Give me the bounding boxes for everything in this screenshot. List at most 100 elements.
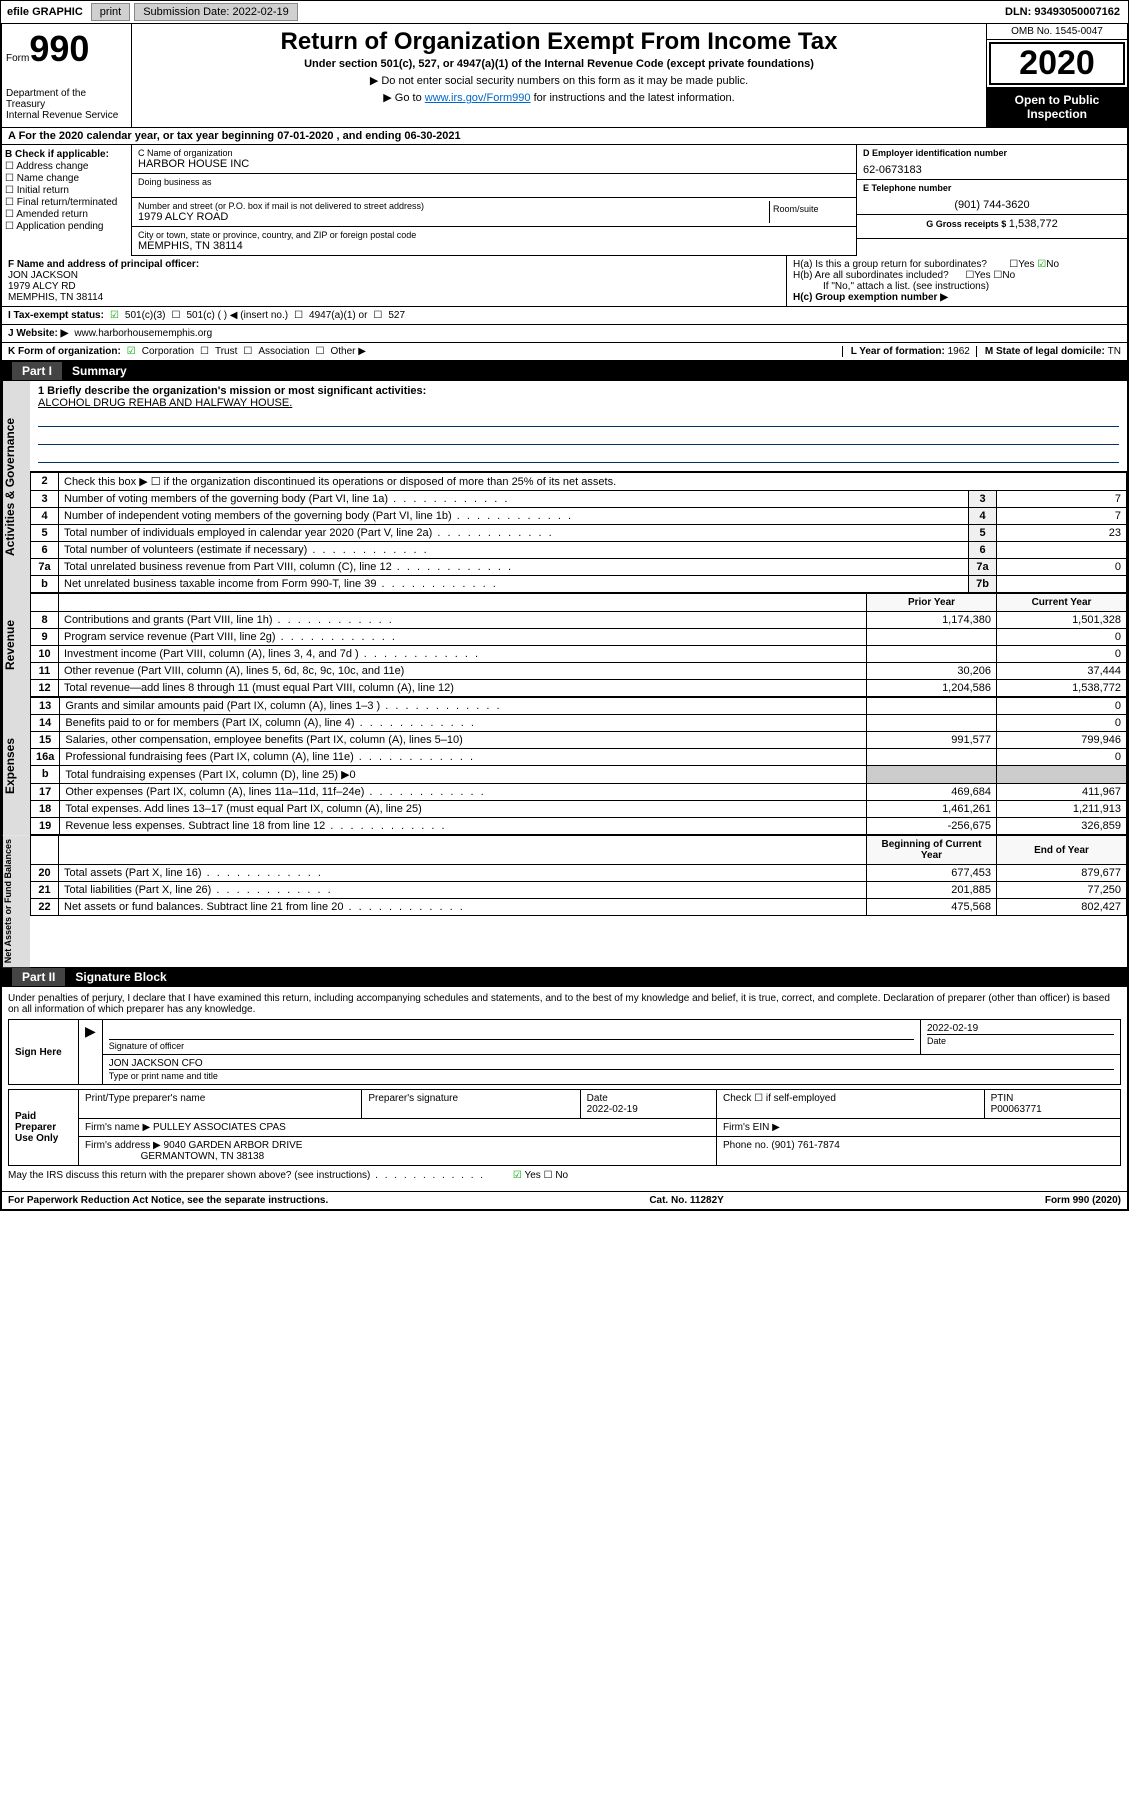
table-row: 13Grants and similar amounts paid (Part … <box>31 698 1127 715</box>
form-of-org-row: K Form of organization: Corporation Trus… <box>2 343 1127 361</box>
efile-topbar: efile GRAPHIC print Submission Date: 202… <box>0 0 1129 24</box>
entity-info-grid: B Check if applicable: Address change Na… <box>2 145 1127 256</box>
chk-initial-return[interactable]: Initial return <box>5 185 128 196</box>
ein-value: 62-0673183 <box>863 164 1121 176</box>
year-formation: L Year of formation: 1962 <box>842 346 970 357</box>
part2-header: Part IISignature Block <box>2 967 1127 987</box>
col-b-checkboxes: B Check if applicable: Address change Na… <box>2 145 132 256</box>
phone-value: (901) 744-3620 <box>863 199 1121 211</box>
table-row: 17Other expenses (Part IX, column (A), l… <box>31 784 1127 801</box>
table-row: 6Total number of volunteers (estimate if… <box>31 542 1127 559</box>
table-row: 15Salaries, other compensation, employee… <box>31 732 1127 749</box>
submission-date-button[interactable]: Submission Date: 2022-02-19 <box>134 3 298 21</box>
sign-here-table: Sign Here ▶ Signature of officer 2022-02… <box>8 1019 1121 1085</box>
revenue-section: Revenue Prior YearCurrent Year 8Contribu… <box>2 593 1127 697</box>
form-title-box: Return of Organization Exempt From Incom… <box>132 24 987 127</box>
form-number-box: Form990 Department of the Treasury Inter… <box>2 24 132 127</box>
officer-group-row: F Name and address of principal officer:… <box>2 256 1127 307</box>
vlabel-net-assets: Net Assets or Fund Balances <box>2 835 30 967</box>
form-ref: Form 990 (2020) <box>1045 1195 1121 1206</box>
tax-exempt-row: I Tax-exempt status: 501(c)(3) 501(c) ( … <box>2 307 1127 325</box>
net-assets-section: Net Assets or Fund Balances Beginning of… <box>2 835 1127 967</box>
address-cell: Number and street (or P.O. box if mail i… <box>132 198 856 227</box>
table-row: 22Net assets or fund balances. Subtract … <box>31 899 1127 916</box>
mission-block: 1 Briefly describe the organization's mi… <box>30 381 1127 472</box>
firm-name: PULLEY ASSOCIATES CPAS <box>153 1122 286 1133</box>
revenue-table: Prior YearCurrent Year 8Contributions an… <box>30 593 1127 697</box>
expenses-table: 13Grants and similar amounts paid (Part … <box>30 697 1127 835</box>
chk-app-pending[interactable]: Application pending <box>5 221 128 232</box>
table-row: 8Contributions and grants (Part VIII, li… <box>31 612 1127 629</box>
website-url: www.harborhousememphis.org <box>74 328 212 339</box>
discuss-no[interactable] <box>544 1170 553 1181</box>
table-row: 21Total liabilities (Part X, line 26)201… <box>31 882 1127 899</box>
chk-501c[interactable] <box>172 310 181 321</box>
note-link: ▶ Go to www.irs.gov/Form990 for instruct… <box>136 91 982 104</box>
chk-other[interactable] <box>316 346 325 357</box>
chk-final-return[interactable]: Final return/terminated <box>5 197 128 208</box>
table-row: 3Number of voting members of the governi… <box>31 491 1127 508</box>
officer-name-title: JON JACKSON CFO <box>109 1058 1114 1069</box>
state-domicile: M State of legal domicile: TN <box>976 346 1121 357</box>
table-row: 10Investment income (Part VIII, column (… <box>31 646 1127 663</box>
sign-here-label: Sign Here <box>9 1020 79 1085</box>
city-state-zip: MEMPHIS, TN 38114 <box>138 240 850 252</box>
form-header: Form990 Department of the Treasury Inter… <box>2 24 1127 128</box>
perjury-declaration: Under penalties of perjury, I declare th… <box>8 993 1121 1015</box>
website-row: J Website: ▶ www.harborhousememphis.org <box>2 325 1127 343</box>
net-assets-table: Beginning of Current YearEnd of Year 20T… <box>30 835 1127 916</box>
ha-no-checked[interactable] <box>1037 259 1046 270</box>
table-row: 7aTotal unrelated business revenue from … <box>31 559 1127 576</box>
table-row: 20Total assets (Part X, line 16)677,4538… <box>31 865 1127 882</box>
table-row: 16aProfessional fundraising fees (Part I… <box>31 749 1127 766</box>
governance-section: Activities & Governance 1 Briefly descri… <box>2 381 1127 593</box>
chk-4947[interactable] <box>294 310 303 321</box>
org-name: HARBOR HOUSE INC <box>138 158 850 170</box>
street-address: 1979 ALCY ROAD <box>138 211 769 223</box>
group-return-section: H(a) Is this a group return for subordin… <box>787 256 1127 306</box>
table-row: 5Total number of individuals employed in… <box>31 525 1127 542</box>
vlabel-revenue: Revenue <box>2 593 30 697</box>
table-row: bTotal fundraising expenses (Part IX, co… <box>31 766 1127 784</box>
ptin-value: P00063771 <box>991 1104 1042 1115</box>
governance-table: 2Check this box ▶ ☐ if the organization … <box>30 472 1127 593</box>
chk-amended[interactable]: Amended return <box>5 209 128 220</box>
paperwork-notice: For Paperwork Reduction Act Notice, see … <box>8 1195 328 1206</box>
ein-cell: D Employer identification number 62-0673… <box>857 145 1127 180</box>
table-row: bNet unrelated business taxable income f… <box>31 576 1127 593</box>
tax-year: 2020 <box>989 42 1125 85</box>
efile-label: efile GRAPHIC <box>3 6 87 18</box>
note-ssn: ▶ Do not enter social security numbers o… <box>136 74 982 87</box>
arrow-icon: ▶ <box>85 1023 96 1039</box>
table-row: 11Other revenue (Part VIII, column (A), … <box>31 663 1127 680</box>
instructions-link[interactable]: www.irs.gov/Form990 <box>425 92 531 104</box>
table-row: 4Number of independent voting members of… <box>31 508 1127 525</box>
col-d-ein-tel: D Employer identification number 62-0673… <box>857 145 1127 256</box>
room-suite-label: Room/suite <box>770 201 850 223</box>
chk-name-change[interactable]: Name change <box>5 173 128 184</box>
chk-501c3[interactable] <box>110 310 119 321</box>
omb-number: OMB No. 1545-0047 <box>987 24 1127 40</box>
table-row: 12Total revenue—add lines 8 through 11 (… <box>31 680 1127 697</box>
col-c-org-info: C Name of organization HARBOR HOUSE INC … <box>132 145 857 256</box>
discuss-yes[interactable] <box>513 1170 522 1181</box>
vlabel-expenses: Expenses <box>2 697 30 835</box>
dba-cell: Doing business as <box>132 174 856 198</box>
line-a-tax-year: A For the 2020 calendar year, or tax yea… <box>2 128 1127 145</box>
part1-header: Part ISummary <box>2 361 1127 381</box>
table-row: 19Revenue less expenses. Subtract line 1… <box>31 818 1127 835</box>
mission-text: ALCOHOL DRUG REHAB AND HALFWAY HOUSE. <box>38 397 1119 409</box>
dln-display: DLN: 93493050007162 <box>1005 6 1126 18</box>
chk-527[interactable] <box>373 310 382 321</box>
chk-trust[interactable] <box>200 346 209 357</box>
gross-receipts-value: 1,538,772 <box>1009 218 1058 230</box>
form-subtitle: Under section 501(c), 527, or 4947(a)(1)… <box>136 58 982 70</box>
print-button[interactable]: print <box>91 3 130 21</box>
table-row: 14Benefits paid to or for members (Part … <box>31 715 1127 732</box>
chk-association[interactable] <box>243 346 252 357</box>
form-body: Form990 Department of the Treasury Inter… <box>0 24 1129 1211</box>
form-title: Return of Organization Exempt From Incom… <box>136 28 982 56</box>
chk-corporation[interactable] <box>127 346 136 357</box>
dept-label: Department of the Treasury Internal Reve… <box>6 88 127 121</box>
chk-address-change[interactable]: Address change <box>5 161 128 172</box>
